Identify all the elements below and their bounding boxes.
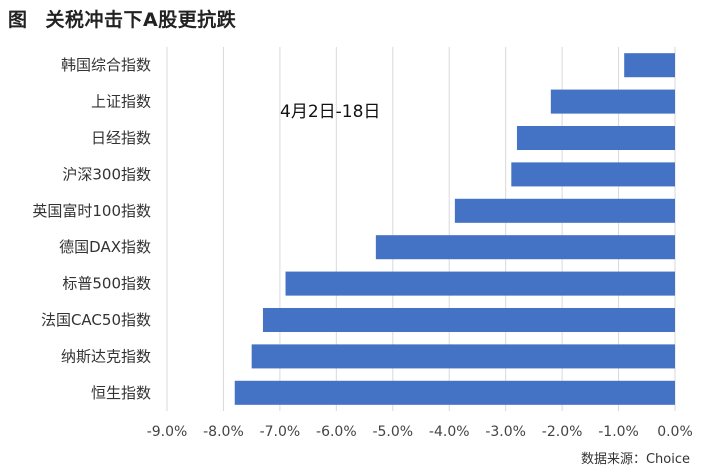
data-source: 数据来源：Choice [580, 452, 690, 467]
x-tick-label: -2.0% [542, 424, 583, 440]
category-label: 标普500指数 [62, 275, 151, 293]
bar [454, 198, 675, 223]
x-tick-label: -3.0% [485, 424, 526, 440]
category-label: 恒生指数 [91, 384, 151, 402]
x-tick-label: 0.0% [657, 424, 693, 440]
bar [251, 344, 675, 369]
figure-title: 图关税冲击下A股更抗跌 [8, 5, 236, 32]
category-label: 英国富时100指数 [32, 202, 151, 220]
bars [234, 53, 675, 405]
x-tick-label: -8.0% [203, 424, 244, 440]
x-tick-label: -5.0% [372, 424, 413, 440]
category-labels: 韩国综合指数上证指数日经指数沪深300指数英国富时100指数德国DAX指数标普5… [32, 56, 151, 402]
category-label: 法国CAC50指数 [41, 311, 151, 329]
category-label: 日经指数 [91, 129, 151, 147]
bar [234, 380, 675, 405]
bar [516, 125, 675, 151]
x-tick-label: -7.0% [260, 424, 301, 440]
bar [375, 235, 675, 260]
category-label: 上证指数 [91, 93, 151, 111]
bar [550, 89, 675, 114]
date-range-annotation: 4月2日-18日 [280, 102, 380, 122]
x-axis-ticks: -9.0% -8.0% -7.0% -6.0% -5.0% -4.0% -3.0% -2.0%… [147, 424, 693, 440]
figure-label: 图 [8, 9, 28, 31]
category-label: 纳斯达克指数 [61, 347, 151, 365]
bar [285, 271, 675, 296]
bar [262, 307, 675, 333]
bar [511, 162, 675, 187]
x-tick-label: -4.0% [429, 424, 470, 440]
bar [624, 53, 675, 78]
x-tick-label: -1.0% [598, 424, 639, 440]
figure-title-text: 关税冲击下A股更抗跌 [45, 9, 237, 31]
x-tick-label: -6.0% [316, 424, 357, 440]
x-tick-label: -9.0% [147, 424, 188, 440]
category-label: 德国DAX指数 [59, 238, 151, 256]
category-label: 韩国综合指数 [61, 56, 151, 74]
category-label: 沪深300指数 [62, 165, 151, 183]
